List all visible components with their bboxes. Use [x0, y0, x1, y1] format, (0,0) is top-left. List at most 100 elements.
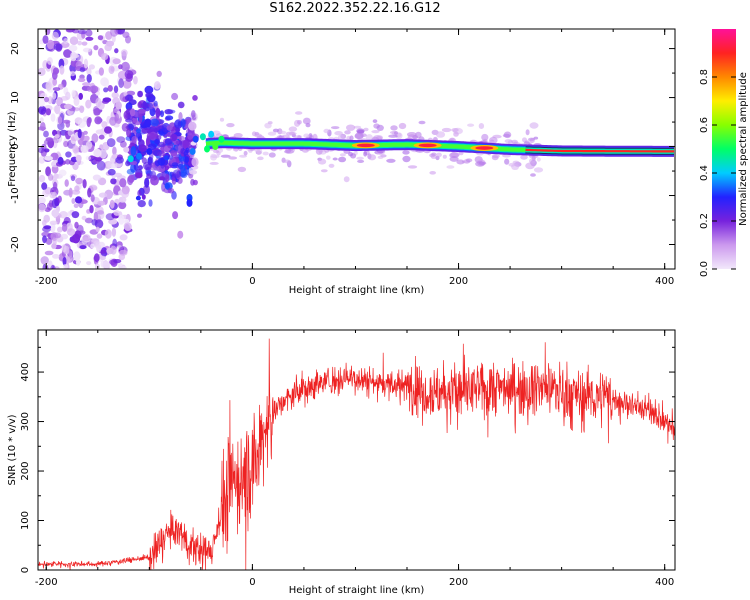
- spectrogram-blob: [63, 38, 69, 45]
- spectrogram-blob: [106, 138, 116, 148]
- spectrogram-blob: [50, 264, 56, 269]
- y-tick-label: 0: [10, 143, 21, 149]
- spectrogram-blob: [42, 264, 47, 269]
- spectrogram-blob: [73, 203, 79, 208]
- spectrogram-blob: [41, 182, 48, 191]
- spectrogram-blob: [85, 29, 93, 37]
- spectrogram-blob: [184, 156, 190, 163]
- spectrogram-blob: [150, 177, 155, 185]
- spectrogram-blob: [137, 165, 143, 171]
- spectrogram-blob: [75, 154, 82, 162]
- spectrogram-blob: [103, 87, 109, 93]
- spectrogram-halo: [436, 152, 442, 158]
- spectrogram-blob: [96, 160, 106, 171]
- spectrogram-blob: [112, 108, 120, 114]
- spectrogram-blob: [149, 107, 156, 117]
- spectrogram-halo: [280, 130, 287, 135]
- figure-title: S162.2022.352.22.16.G12: [269, 1, 441, 16]
- y-tick-label: 20: [10, 42, 21, 55]
- spectrogram-blob: [50, 113, 56, 122]
- spectrogram-blob: [218, 135, 225, 143]
- spectrogram-halo: [268, 152, 276, 158]
- x-tick-label: 400: [655, 276, 674, 287]
- spectrogram-blob: [110, 66, 115, 72]
- x-axis-label: Height of straight line (km): [289, 585, 425, 596]
- spectrogram-halo: [237, 166, 247, 173]
- y-axis-label: Frequency (Hz): [7, 111, 18, 187]
- spectrogram-halo: [533, 167, 544, 173]
- spectrogram-blob: [91, 133, 99, 143]
- spectrogram-blob: [100, 53, 109, 61]
- spectrogram-halo: [343, 176, 350, 183]
- spectrogram-blob: [187, 132, 193, 140]
- spectrogram-halo: [264, 122, 272, 129]
- spectrogram-blob: [180, 164, 186, 174]
- spectrogram-blob: [102, 97, 112, 103]
- spectrogram-blob: [85, 36, 94, 41]
- spectrogram-halo: [285, 147, 292, 154]
- spectrogram-blob: [40, 256, 49, 265]
- spectrogram-blob: [123, 146, 130, 153]
- spectrogram-blob: [126, 90, 136, 96]
- spectrogram-blob: [119, 178, 127, 188]
- spectrogram-halo: [529, 122, 539, 129]
- spectrogram-blob: [101, 121, 108, 129]
- spectrogram-halo: [528, 137, 536, 141]
- spectrogram-blob: [137, 213, 142, 218]
- spectrogram-halo: [388, 134, 398, 138]
- spectrogram-halo: [449, 137, 455, 142]
- spectrogram-blob: [71, 238, 78, 243]
- spectrogram-blob: [45, 81, 52, 91]
- spectrogram-blob: [146, 132, 156, 140]
- spectrogram-blob: [53, 43, 63, 51]
- spectrogram-blob: [104, 126, 112, 134]
- spectrogram-blob: [72, 145, 79, 154]
- spectrogram-halo: [363, 151, 368, 157]
- x-tick-label: 200: [449, 276, 468, 287]
- spectrogram-halo: [257, 156, 264, 161]
- spectrogram-halo: [320, 169, 328, 173]
- spectrogram-blob: [171, 177, 177, 185]
- spectrogram-halo: [365, 134, 373, 141]
- snr-panel: -200 0 200 400 0 100 200 300 400 Height of straig…: [7, 329, 676, 596]
- spectrogram-halo: [267, 131, 277, 136]
- spectrogram-blob: [208, 130, 215, 138]
- y-tick-label: -10: [10, 187, 21, 203]
- spectrogram-blob: [175, 127, 181, 133]
- spectrogram-blob: [177, 101, 185, 109]
- spectrogram-blob: [38, 67, 46, 76]
- spectrogram-blob: [104, 189, 113, 200]
- spectrogram-blob: [44, 155, 53, 161]
- spectrogram-halo: [233, 133, 243, 138]
- spectrogram-blob: [43, 130, 49, 138]
- spectrogram-blob: [113, 210, 121, 216]
- spectrogram-halo: [232, 148, 239, 152]
- spectrogram-blob: [86, 74, 92, 83]
- spectrogram-blob: [86, 261, 92, 266]
- spectrogram-blob: [169, 133, 178, 142]
- spectrogram-panel: -200 0 200 400 -20 -10 0 10 20 Height of straight…: [7, 28, 676, 296]
- spectrogram-halo: [318, 158, 327, 165]
- spectrogram-blob: [93, 45, 99, 51]
- spectrogram-blob: [191, 157, 199, 167]
- spectrogram-blob: [85, 140, 93, 150]
- spectrogram-blob: [62, 119, 71, 124]
- spectrogram-halo: [386, 158, 396, 163]
- spectrogram-halo: [394, 131, 398, 135]
- spectrogram-blob: [129, 108, 136, 117]
- spectrogram-halo: [288, 126, 298, 132]
- x-tick-label: 400: [655, 577, 674, 588]
- spectrogram-blob: [115, 156, 124, 164]
- spectrogram-blob: [137, 90, 144, 98]
- spectrogram-blob: [146, 173, 151, 180]
- spectrogram-blob: [157, 157, 166, 166]
- spectrogram-halo: [449, 156, 459, 162]
- colorbar: 0.0 0.2 0.4 0.6 0.8 Normalized spectral ampli…: [699, 29, 749, 277]
- spectrogram-halo: [339, 153, 346, 157]
- spectrogram-blob: [57, 156, 64, 165]
- spectrogram-blob: [63, 103, 73, 110]
- spectrogram-blob: [109, 199, 115, 209]
- spectrogram-halo: [210, 153, 218, 161]
- spectrogram-halo: [481, 133, 489, 141]
